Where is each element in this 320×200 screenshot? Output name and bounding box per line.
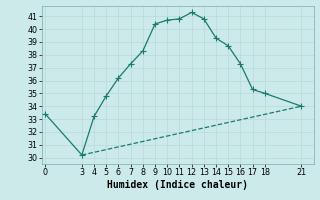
X-axis label: Humidex (Indice chaleur): Humidex (Indice chaleur) xyxy=(107,180,248,190)
